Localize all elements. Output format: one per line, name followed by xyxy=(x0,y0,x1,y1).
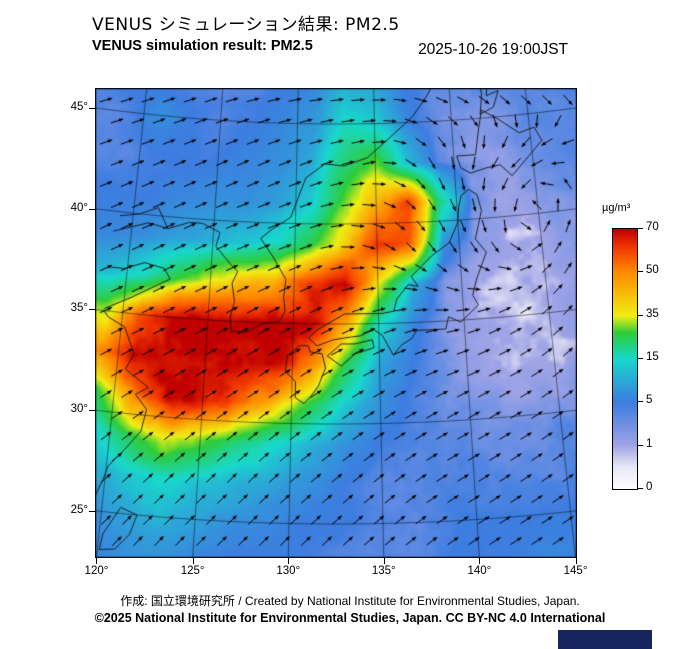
lon-tick-label: 130° xyxy=(276,565,301,577)
lat-tick-mark xyxy=(89,208,95,210)
colorbar-tick-mark xyxy=(638,488,643,489)
lat-tick-mark xyxy=(89,410,95,412)
colorbar-tick-label: 15 xyxy=(646,351,659,363)
lon-tick-label: 145° xyxy=(563,565,588,577)
colorbar: µg/m³ 70 50 35 15 5 1 0 xyxy=(598,202,700,512)
lon-tick-mark xyxy=(383,558,385,564)
pm25-map-canvas xyxy=(95,88,577,558)
lon-tick-label: 125° xyxy=(180,565,205,577)
colorbar-tick-mark xyxy=(638,358,643,359)
colorbar-tick-label: 5 xyxy=(646,394,653,407)
colorbar-tick-label: 50 xyxy=(646,264,659,277)
colorbar-tick-mark xyxy=(638,444,643,446)
colorbar-tick-label: 70 xyxy=(646,221,659,233)
bottom-right-banner xyxy=(558,630,652,649)
lat-tick-label: 35° xyxy=(70,302,88,315)
colorbar-tick-mark xyxy=(638,314,643,316)
colorbar-tick-mark xyxy=(638,271,643,273)
lon-tick-mark xyxy=(575,558,577,564)
page-title-japanese: VENUS シミュレーション結果: PM2.5 xyxy=(92,15,400,35)
colorbar-tick-label: 35 xyxy=(646,307,659,320)
colorbar-gradient xyxy=(612,228,638,490)
lon-tick-label: 120° xyxy=(84,565,109,577)
colorbar-unit-label: µg/m³ xyxy=(602,202,631,214)
map-panel: 45° 40° 35° 30° 25° 120° 125° 130° 135° 140° 145° xyxy=(71,88,587,577)
lat-tick-mark xyxy=(89,510,95,512)
credit-line: 作成: 国立環境研究所 / Created by National Instit… xyxy=(120,594,580,608)
lat-tick-label: 25° xyxy=(70,503,88,516)
lon-tick-mark xyxy=(192,558,194,564)
lon-tick-label: 135° xyxy=(371,565,396,577)
license-line: ©2025 National Institute for Environment… xyxy=(94,611,606,625)
lat-tick-label: 30° xyxy=(70,403,88,416)
lon-tick-mark xyxy=(288,558,290,564)
colorbar-tick-mark xyxy=(638,228,643,229)
lon-tick-mark xyxy=(96,558,98,564)
lat-tick-label: 45° xyxy=(70,100,88,113)
lat-tick-label: 40° xyxy=(70,201,88,214)
lon-tick-label: 140° xyxy=(467,565,492,577)
colorbar-tick-label: 0 xyxy=(646,481,653,493)
lat-tick-mark xyxy=(89,107,95,109)
lat-tick-mark xyxy=(89,309,95,311)
simulation-datetime: 2025-10-26 19:00JST xyxy=(418,41,568,58)
page-title-english: VENUS simulation result: PM2.5 xyxy=(92,38,313,54)
colorbar-tick-label: 1 xyxy=(646,437,653,450)
colorbar-tick-mark xyxy=(638,401,643,403)
lon-tick-mark xyxy=(479,558,481,564)
